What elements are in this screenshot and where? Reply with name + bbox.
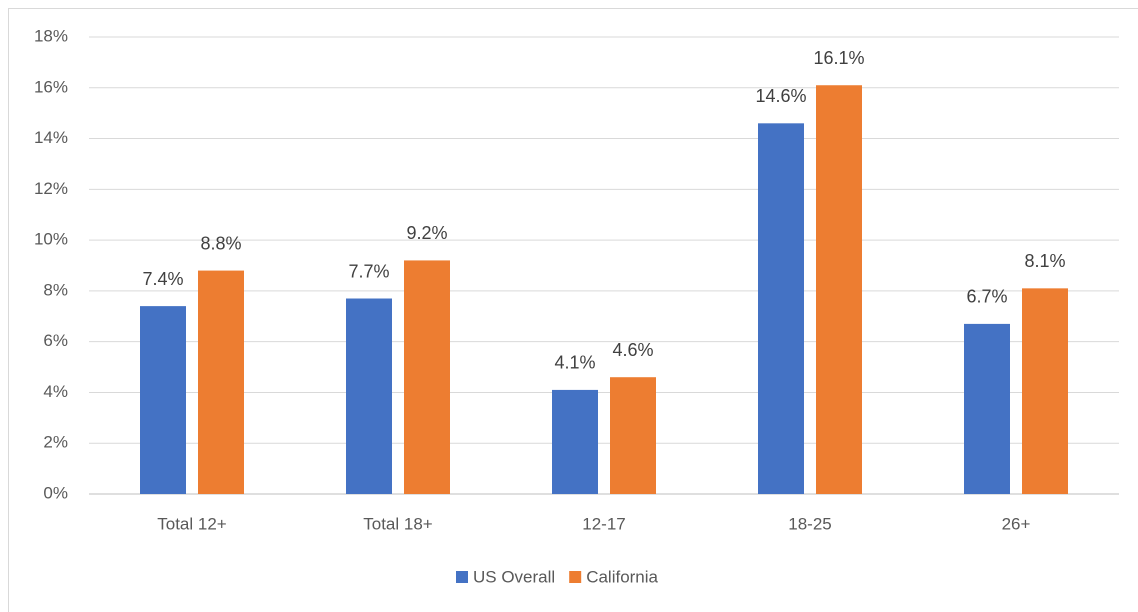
data-label: 8.8% bbox=[200, 233, 241, 253]
data-label: 7.4% bbox=[142, 269, 183, 289]
bar bbox=[610, 377, 656, 494]
y-tick-label: 6% bbox=[43, 331, 68, 350]
legend-swatch bbox=[569, 571, 582, 583]
data-label: 14.6% bbox=[755, 86, 806, 106]
data-label: 4.6% bbox=[612, 340, 653, 360]
data-label: 9.2% bbox=[406, 223, 447, 243]
bar bbox=[552, 389, 598, 494]
bar bbox=[758, 123, 804, 495]
bar bbox=[198, 270, 244, 494]
bar bbox=[964, 323, 1010, 494]
y-tick-label: 2% bbox=[43, 433, 68, 452]
y-tick-label: 18% bbox=[34, 26, 68, 45]
legend-label: US Overall bbox=[473, 567, 555, 586]
bar bbox=[816, 85, 862, 494]
chart-border bbox=[8, 8, 1138, 612]
y-tick-label: 16% bbox=[34, 77, 68, 96]
bar bbox=[140, 306, 186, 494]
data-label: 7.7% bbox=[348, 261, 389, 281]
y-tick-label: 12% bbox=[34, 179, 68, 198]
y-tick-label: 8% bbox=[43, 280, 68, 299]
x-tick-label: 26+ bbox=[1002, 514, 1031, 533]
data-label: 16.1% bbox=[813, 48, 864, 68]
data-label: 4.1% bbox=[554, 353, 595, 373]
x-tick-label: 18-25 bbox=[788, 514, 831, 533]
legend-swatch bbox=[456, 571, 468, 583]
y-tick-label: 14% bbox=[34, 128, 68, 147]
legend-label: California bbox=[586, 567, 658, 586]
x-tick-label: Total 18+ bbox=[363, 514, 433, 533]
bar bbox=[346, 298, 392, 494]
bar bbox=[404, 260, 450, 494]
x-tick-label: Total 12+ bbox=[157, 514, 227, 533]
data-label: 6.7% bbox=[966, 287, 1007, 307]
bar bbox=[1022, 288, 1068, 494]
y-tick-label: 10% bbox=[34, 230, 68, 249]
data-label: 8.1% bbox=[1024, 251, 1065, 271]
y-tick-label: 0% bbox=[43, 483, 68, 502]
y-tick-label: 4% bbox=[43, 382, 68, 401]
x-tick-label: 12-17 bbox=[582, 514, 625, 533]
